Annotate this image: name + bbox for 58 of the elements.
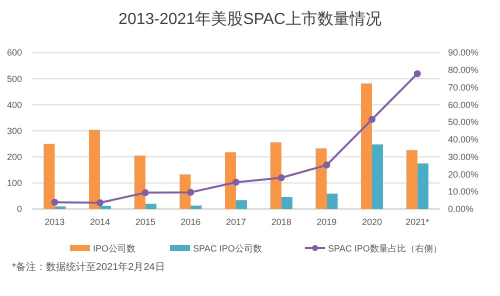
y2-tick-label: 90.00% xyxy=(448,48,479,58)
point xyxy=(96,199,104,206)
point xyxy=(414,70,421,78)
bar xyxy=(372,144,383,209)
y2-tick-label: 80.00% xyxy=(448,65,479,76)
bar xyxy=(134,156,146,209)
y-tick-label: 600 xyxy=(6,48,22,58)
bar xyxy=(281,197,292,209)
chart-title: 2013-2021年美股SPAC上市数量情况 xyxy=(118,10,382,28)
bar xyxy=(54,206,66,209)
x-tick-label: 2015 xyxy=(135,217,156,227)
bar xyxy=(270,142,282,209)
point xyxy=(278,174,285,182)
legend-label: SPAC IPO数量占比（右侧） xyxy=(328,244,442,254)
bar xyxy=(406,150,418,209)
y-tick-label: 200 xyxy=(6,152,22,162)
y2-tick-label: 0.00% xyxy=(448,204,474,214)
y2-tick-label: 10.00% xyxy=(448,186,479,197)
y-tick-label: 300 xyxy=(6,126,22,136)
y-tick-label: 100 xyxy=(6,178,22,188)
bar xyxy=(417,163,428,209)
text: *备注：数据统计至2021年2月24日 xyxy=(12,261,165,273)
y-tick-label: 500 xyxy=(6,74,22,84)
bar xyxy=(326,194,338,209)
x-tick-label: 2017 xyxy=(226,217,246,227)
bar xyxy=(225,152,236,209)
bar xyxy=(44,144,55,209)
x-tick-label: 2013 xyxy=(44,217,65,227)
bar xyxy=(145,204,156,209)
x-tick-label: 2020 xyxy=(362,217,382,227)
bar xyxy=(316,148,327,209)
x-tick-label: 2018 xyxy=(271,217,292,227)
point xyxy=(368,116,376,123)
x-tick-label: 2019 xyxy=(316,217,337,227)
y2-tick-label: 40.00% xyxy=(448,134,479,145)
x-tick-label: 2016 xyxy=(180,217,201,227)
x-tick-label: 2021* xyxy=(406,217,430,227)
bar xyxy=(180,174,191,209)
legend-label: SPAC IPO公司数 xyxy=(193,244,262,254)
bar xyxy=(361,83,372,209)
y2-tick-label: 60.00% xyxy=(448,100,479,110)
y-tick-label: 400 xyxy=(6,100,22,110)
bar xyxy=(190,206,202,209)
bar xyxy=(100,206,111,209)
point xyxy=(323,162,330,169)
bar xyxy=(89,130,100,209)
y-tick-label: 0 xyxy=(16,204,22,214)
point xyxy=(51,198,58,206)
y2-tick-label: 20.00% xyxy=(448,169,479,180)
y2-tick-label: 30.00% xyxy=(448,152,479,162)
y2-tick-label: 70.00% xyxy=(448,82,479,92)
y2-tick-label: 50.00% xyxy=(448,117,479,128)
point xyxy=(142,189,149,196)
legend-label: IPO公司数 xyxy=(93,244,136,254)
point xyxy=(232,178,240,186)
x-tick-label: 2014 xyxy=(90,217,110,227)
bar xyxy=(236,200,247,209)
point xyxy=(187,188,194,196)
